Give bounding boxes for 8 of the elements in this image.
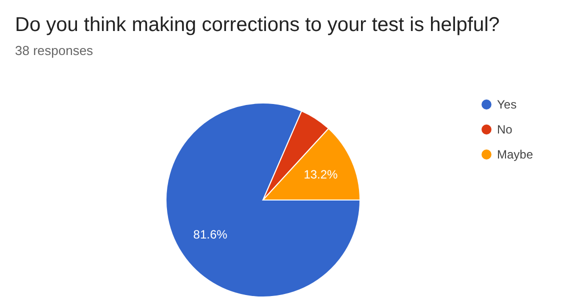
- pie-slice: [166, 102, 360, 298]
- text: 38 responses: [15, 43, 94, 58]
- legend-label: No: [497, 122, 513, 136]
- chart-title: Do you think making corrections to your test is helpful?: [15, 14, 500, 36]
- legend-label: Maybe: [497, 148, 534, 162]
- data-label: 81.6%: [193, 228, 228, 242]
- data-label: 13.2%: [304, 168, 338, 182]
- legend-label: Yes: [497, 98, 517, 112]
